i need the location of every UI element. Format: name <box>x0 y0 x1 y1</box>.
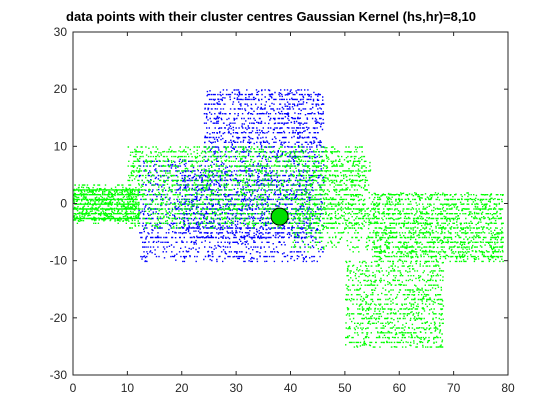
y-tick-label: -30 <box>50 368 68 382</box>
cluster-centre-0 <box>270 207 289 226</box>
x-tick-label: 60 <box>393 381 407 395</box>
y-tick-label: 20 <box>54 82 68 96</box>
x-tick-label: 50 <box>338 381 352 395</box>
y-tick-label: -20 <box>50 311 68 325</box>
series-1-markers <box>73 146 504 348</box>
y-tick-label: 30 <box>54 25 68 39</box>
cluster-centres <box>270 207 289 226</box>
y-axis-ticks: -30 -20 -10 0 10 20 30 <box>50 25 508 382</box>
y-tick-label: -10 <box>50 254 68 268</box>
y-tick-label: 0 <box>60 197 67 211</box>
x-tick-label: 0 <box>70 381 77 395</box>
chart-title: data points with their cluster centres G… <box>66 9 476 24</box>
x-axis-ticks: 0 10 20 30 40 50 60 70 80 <box>70 32 515 395</box>
x-tick-label: 80 <box>501 381 515 395</box>
series-1-points <box>73 146 504 348</box>
x-tick-label: 10 <box>121 381 135 395</box>
x-tick-label: 30 <box>229 381 243 395</box>
y-tick-label: 10 <box>54 139 68 153</box>
x-tick-label: 20 <box>175 381 189 395</box>
x-tick-label: 70 <box>447 381 461 395</box>
x-tick-label: 40 <box>284 381 298 395</box>
